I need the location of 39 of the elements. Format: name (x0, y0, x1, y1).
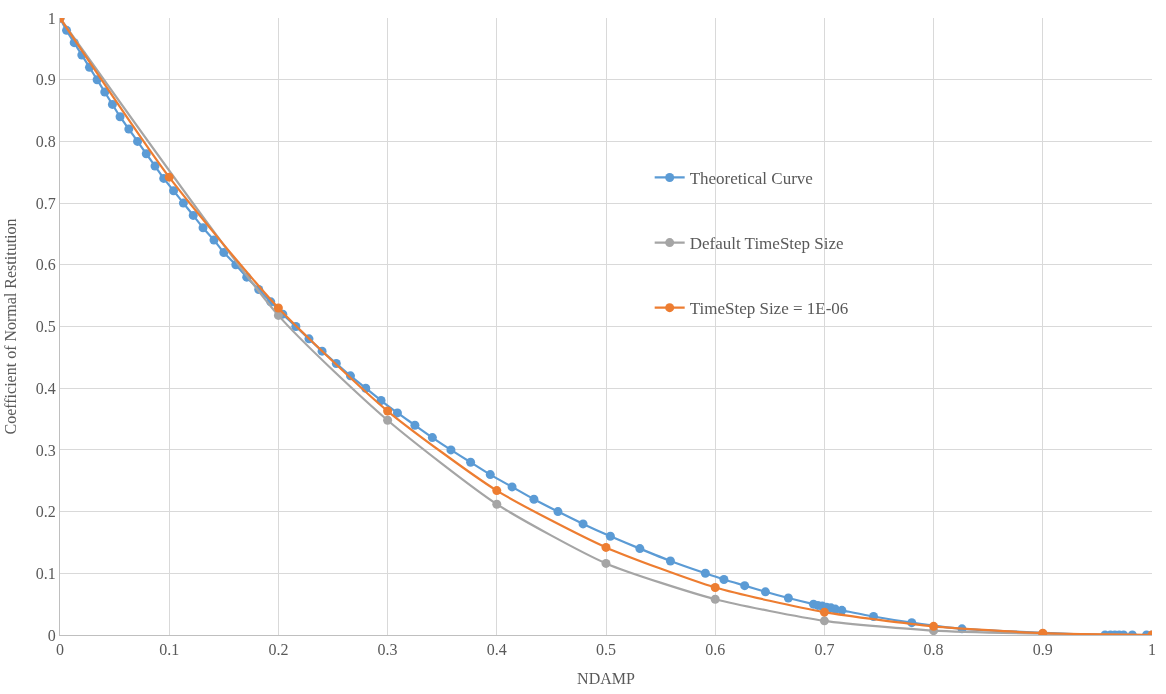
x-tick-label: 0.5 (596, 641, 616, 659)
y-tick-label: 1 (47, 9, 56, 27)
x-tick-label: 1 (1148, 641, 1156, 659)
point (601, 542, 611, 552)
y-tick-label: 0.8 (35, 133, 56, 150)
point (492, 486, 502, 496)
y-tick-label: 0.1 (35, 564, 56, 582)
legend-label: Default TimeStep Size (689, 234, 844, 254)
y-tick-label: 0.6 (35, 256, 56, 274)
y-tick-label: 0.7 (35, 194, 56, 212)
point (492, 499, 502, 509)
x-tick-label: 0.1 (159, 641, 180, 659)
point (929, 621, 939, 631)
point (819, 616, 829, 626)
y-tick-label: 0.3 (35, 441, 56, 459)
point (383, 415, 393, 425)
x-tick-label: 0.9 (1032, 641, 1053, 659)
legend-label: Theoretical Curve (689, 169, 813, 189)
point (164, 172, 174, 182)
x-tick-label: 0.4 (486, 641, 507, 659)
y-tick-label: 0 (47, 626, 56, 644)
x-tick-label: 0.7 (814, 641, 835, 659)
y-tick-label: 0.4 (35, 379, 56, 397)
point (601, 558, 611, 568)
y-tick-label: 0.2 (35, 503, 56, 521)
y-tick-label: 0.9 (35, 71, 56, 89)
y-axis-title: Coefficient of Normal Restitution (1, 218, 19, 435)
y-tick-label: 0.5 (35, 318, 56, 336)
x-tick-label: 0.2 (268, 641, 289, 659)
x-tick-label: 0.6 (705, 641, 726, 659)
x-tick-label: 0.8 (923, 641, 944, 659)
point (273, 303, 283, 313)
point (710, 582, 720, 592)
x-axis-title: NDAMP (577, 669, 635, 687)
point (819, 607, 829, 617)
x-tick-label: 0.3 (377, 641, 398, 659)
point (383, 406, 393, 416)
legend-label: TimeStep Size = 1E-06 (689, 299, 849, 319)
point (710, 594, 720, 604)
